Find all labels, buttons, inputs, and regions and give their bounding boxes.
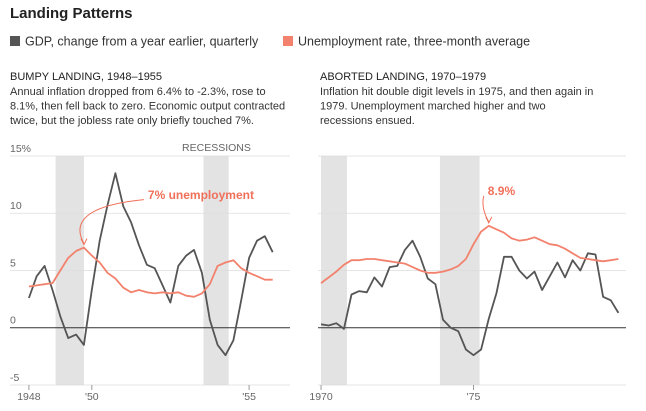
- chart-title: Landing Patterns: [10, 5, 133, 22]
- x-tick-label: '75: [467, 391, 481, 403]
- y-tick-label: 10: [10, 200, 22, 212]
- x-tick-label: '55: [242, 391, 256, 403]
- x-tick-label: '50: [85, 391, 99, 403]
- y-tick-label: 5: [10, 257, 16, 269]
- panel-subtitle: ABORTED LANDING, 1970–1979: [320, 71, 486, 83]
- legend-label: GDP, change from a year earlier, quarter…: [25, 34, 259, 48]
- x-tick-label: 1948: [17, 391, 41, 403]
- legend-swatch: [10, 36, 20, 46]
- x-tick-label: 1970: [309, 391, 333, 403]
- annotation: 7% unemployment: [148, 188, 254, 202]
- panel-description: twice, but the jobless rate only briefly…: [10, 115, 254, 127]
- series-line: [28, 246, 273, 298]
- panel-description: recessions ensued.: [320, 115, 415, 127]
- series-line: [320, 239, 620, 357]
- recession-label: RECESSIONS: [182, 142, 251, 154]
- y-tick-label: 0: [10, 315, 16, 327]
- panel-subtitle: BUMPY LANDING, 1948–1955: [10, 71, 162, 83]
- annotation-arrow: [79, 199, 144, 244]
- panel-description: 1979. Unemployment marched higher and tw…: [320, 100, 546, 112]
- annotation: 8.9%: [488, 184, 516, 198]
- series-line: [320, 224, 619, 284]
- panel-description: Annual inflation dropped from 6.4% to -2…: [10, 86, 266, 98]
- annotation-arrowhead: [485, 216, 493, 224]
- panel-description: 8.1%, then fell back to zero. Economic o…: [10, 100, 285, 112]
- legend-label: Unemployment rate, three-month average: [298, 34, 530, 48]
- series-line: [28, 172, 274, 357]
- legend-swatch: [283, 36, 293, 46]
- panel-description: Inflation hit double digit levels in 197…: [320, 86, 593, 98]
- y-tick-label: -5: [10, 372, 19, 384]
- y-tick-label: 15%: [10, 143, 31, 155]
- annotation-arrowhead: [80, 238, 88, 246]
